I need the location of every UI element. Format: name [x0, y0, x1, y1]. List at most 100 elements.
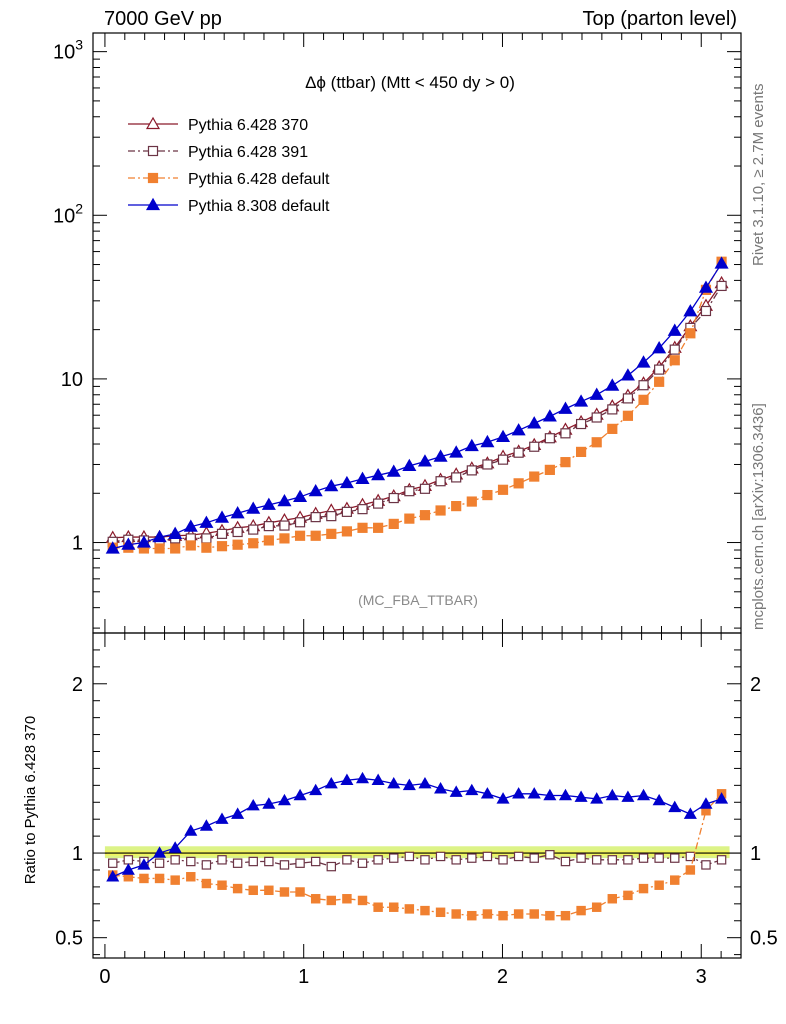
- data-point: [466, 496, 477, 507]
- data-point: [355, 771, 370, 784]
- y-tick-label: 1: [72, 533, 83, 555]
- data-point: [248, 856, 258, 867]
- data-point: [108, 858, 118, 868]
- data-point: [714, 256, 729, 269]
- data-point: [435, 476, 446, 487]
- data-point: [715, 792, 729, 804]
- data-point: [248, 885, 258, 896]
- data-point: [389, 853, 399, 863]
- data-point: [139, 873, 149, 884]
- ratio-series-pythia-8-308-default: [106, 771, 729, 882]
- data-point: [201, 860, 212, 870]
- data-point: [324, 478, 339, 492]
- data-point: [480, 434, 495, 448]
- data-point: [293, 489, 308, 503]
- data-point: [186, 872, 196, 882]
- data-point: [654, 376, 665, 387]
- data-point: [451, 909, 461, 919]
- x-tick-label: 2: [497, 966, 508, 988]
- data-point: [342, 894, 352, 904]
- legend-item: Pythia 8.308 default: [128, 197, 330, 215]
- mcplots-source-label: mcplots.cern.ch [arXiv:1306.3436]: [750, 403, 767, 630]
- data-point: [388, 518, 399, 529]
- data-point: [264, 885, 274, 896]
- ratio-series-pythia-6-428-default: [108, 789, 727, 921]
- data-point: [373, 855, 383, 865]
- data-point: [513, 447, 524, 458]
- data-point: [465, 783, 479, 796]
- data-point: [339, 475, 354, 489]
- data-point: [404, 486, 415, 497]
- y-tick-label: 102: [53, 200, 83, 227]
- data-point: [230, 506, 245, 519]
- ratio-line: [112, 777, 722, 878]
- data-point: [154, 858, 165, 868]
- data-point: [201, 533, 212, 544]
- data-point: [147, 172, 159, 184]
- data-point: [215, 812, 229, 824]
- data-point: [497, 484, 509, 495]
- data-point: [716, 280, 727, 292]
- series-line: [112, 261, 723, 550]
- data-point: [373, 498, 384, 509]
- data-point: [495, 429, 511, 443]
- data-point: [418, 776, 432, 789]
- ratio-plot-frame: [92, 632, 742, 959]
- data-point: [326, 511, 337, 522]
- data-point: [263, 535, 274, 546]
- data-point: [622, 393, 634, 404]
- header-process: Top (parton level): [582, 8, 737, 30]
- header-collision: 7000 GeV pp: [104, 8, 222, 30]
- ratio-y-tick-label: 1: [72, 843, 83, 865]
- data-point: [417, 454, 433, 467]
- data-series: [105, 256, 729, 554]
- data-point: [451, 500, 462, 512]
- data-point: [683, 304, 698, 317]
- data-point: [607, 423, 618, 434]
- data-point: [544, 464, 555, 475]
- data-point: [389, 902, 399, 912]
- data-point: [264, 856, 274, 867]
- data-point: [683, 807, 697, 819]
- data-point: [623, 855, 633, 865]
- ratio-y-tick-label: 2: [72, 674, 83, 696]
- x-tick-label: 3: [696, 966, 707, 988]
- data-point: [341, 506, 353, 517]
- data-point: [560, 457, 571, 468]
- data-point: [652, 341, 667, 354]
- data-point: [105, 541, 120, 554]
- data-point: [576, 905, 586, 916]
- data-point: [419, 510, 431, 521]
- data-point: [326, 895, 337, 906]
- data-point: [529, 471, 540, 482]
- legend-item: Pythia 6.428 370: [128, 116, 308, 134]
- series-pythia-6-428-391: [107, 280, 727, 547]
- data-point: [342, 855, 352, 865]
- data-point: [574, 394, 589, 407]
- data-point: [106, 870, 120, 882]
- data-point: [357, 522, 368, 533]
- data-point: [527, 787, 541, 799]
- legend-label: Pythia 8.308 default: [188, 198, 330, 215]
- data-point: [145, 116, 161, 130]
- data-point: [121, 537, 136, 550]
- data-point: [373, 522, 384, 533]
- data-point: [701, 860, 711, 870]
- data-point: [574, 790, 588, 802]
- data-point: [591, 902, 602, 912]
- data-point: [279, 520, 290, 531]
- data-point: [451, 472, 462, 483]
- data-point: [621, 790, 635, 802]
- data-point: [560, 910, 571, 921]
- data-point: [527, 416, 542, 429]
- data-point: [248, 524, 259, 535]
- data-point: [482, 459, 493, 470]
- data-point: [371, 773, 385, 785]
- data-point: [371, 467, 386, 481]
- series-pythia-6-428-370: [105, 275, 729, 543]
- data-point: [451, 855, 461, 865]
- data-point: [404, 851, 415, 862]
- data-point: [279, 887, 290, 897]
- data-point: [620, 368, 635, 381]
